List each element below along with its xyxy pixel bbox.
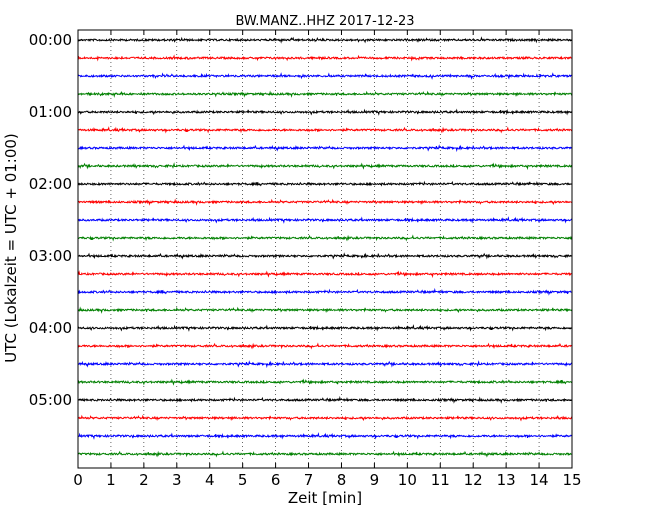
x-tick-label: 5 [238, 471, 248, 489]
x-tick-label: 0 [73, 471, 83, 489]
y-tick-label: 00:00 [29, 31, 72, 49]
x-tick-label: 11 [431, 471, 450, 489]
y-axis-label: UTC (Lokalzeit = UTC + 01:00) [2, 133, 20, 363]
x-tick-label: 9 [370, 471, 380, 489]
y-tick-label: 04:00 [29, 319, 72, 337]
x-tick-label: 3 [172, 471, 182, 489]
x-tick-label: 10 [398, 471, 417, 489]
x-axis-label: Zeit [min] [288, 489, 362, 507]
x-tick-label: 8 [337, 471, 347, 489]
chart-title: BW.MANZ..HHZ 2017-12-23 [235, 14, 414, 29]
x-tick-label: 15 [562, 471, 581, 489]
x-tick-label: 14 [530, 471, 549, 489]
x-tick-label: 7 [304, 471, 314, 489]
x-tick-label: 6 [271, 471, 281, 489]
x-tick-label: 1 [106, 471, 116, 489]
x-tick-label: 4 [205, 471, 215, 489]
x-tick-label: 13 [497, 471, 516, 489]
y-tick-label: 05:00 [29, 391, 72, 409]
y-tick-label: 03:00 [29, 247, 72, 265]
x-tick-label: 12 [464, 471, 483, 489]
x-tick-label: 2 [139, 471, 149, 489]
y-tick-label: 01:00 [29, 103, 72, 121]
y-tick-label: 02:00 [29, 175, 72, 193]
